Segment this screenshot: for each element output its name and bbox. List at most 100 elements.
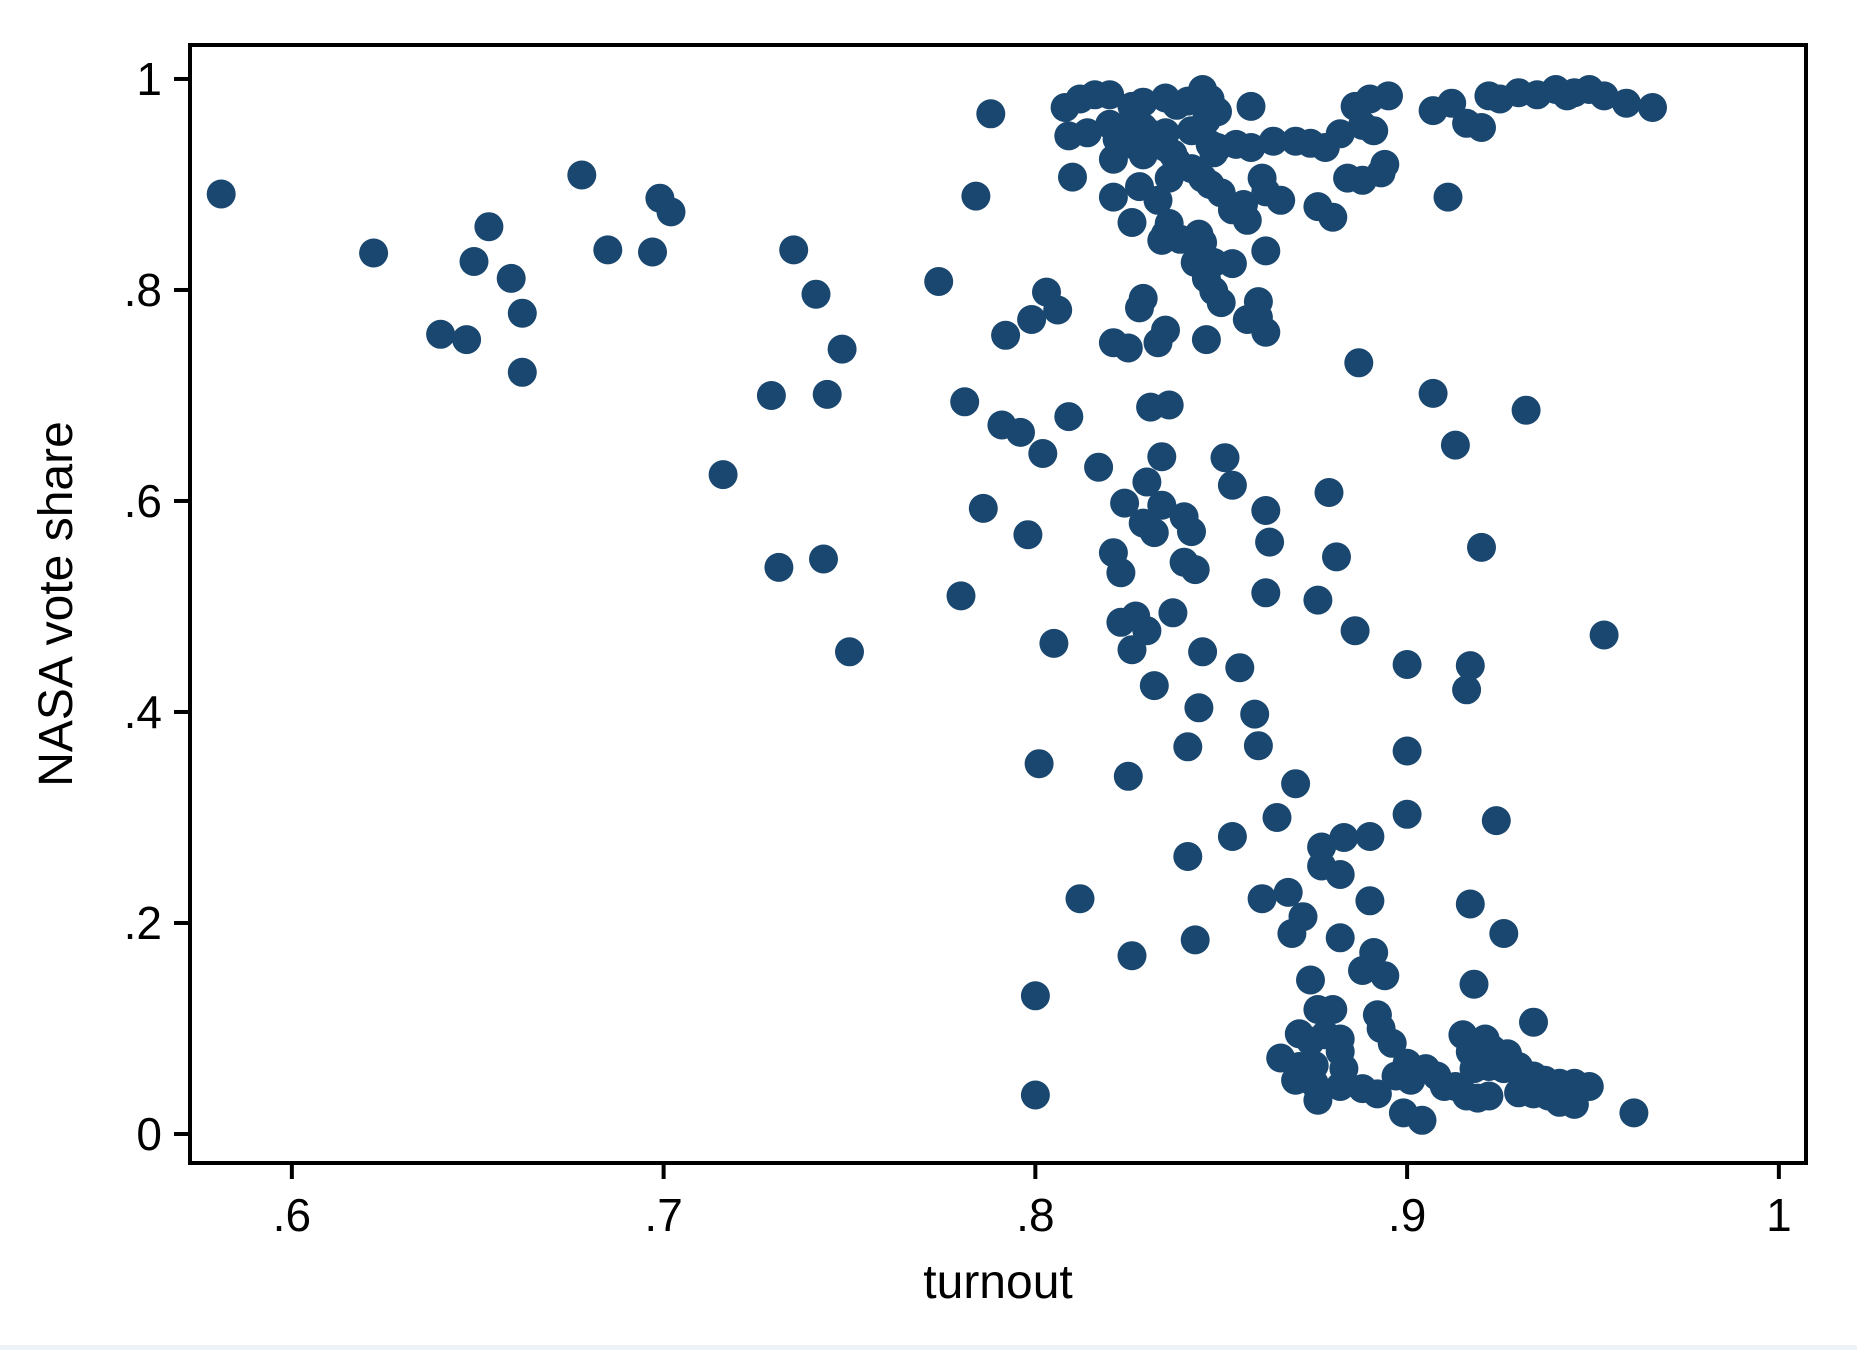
- data-point: [1489, 919, 1519, 948]
- data-point: [1322, 542, 1351, 572]
- data-point: [1028, 439, 1058, 468]
- data-point: [1251, 317, 1281, 347]
- data-point: [1589, 620, 1619, 650]
- data-point: [1117, 941, 1147, 971]
- data-point: [1374, 81, 1403, 111]
- data-point: [968, 493, 998, 523]
- data-point: [1318, 995, 1348, 1024]
- data-point: [1013, 520, 1043, 550]
- data-point: [1474, 1081, 1504, 1111]
- data-point: [1139, 671, 1169, 701]
- data-point: [1054, 402, 1084, 432]
- data-point: [1043, 295, 1073, 325]
- data-point: [1136, 392, 1166, 422]
- data-point: [1344, 348, 1374, 378]
- data-point: [1619, 1098, 1649, 1128]
- data-point: [1243, 731, 1273, 761]
- x-axis-ticks: .6 .7 .8 .9 1: [273, 1163, 1792, 1241]
- data-point: [1251, 578, 1281, 608]
- data-point: [1236, 91, 1266, 121]
- data-point: [1132, 467, 1162, 497]
- data-point: [507, 357, 537, 387]
- window-edge-strip: [0, 1345, 1857, 1350]
- data-point: [1173, 842, 1203, 871]
- x-tick-label: .9: [1388, 1189, 1426, 1241]
- data-point: [496, 263, 526, 293]
- x-tick-label: 1: [1766, 1189, 1792, 1241]
- data-point: [1433, 182, 1463, 212]
- data-point: [1589, 81, 1619, 111]
- data-point: [1143, 328, 1173, 358]
- data-point: [1303, 585, 1333, 615]
- plot-frame: [188, 43, 1808, 1165]
- data-point: [1113, 761, 1143, 791]
- data-point: [1325, 923, 1355, 953]
- data-point: [1455, 651, 1485, 681]
- scatter-points: [206, 75, 1667, 1135]
- y-axis-ticks: 0 .2 .4 .6 .8 1: [124, 53, 190, 1160]
- data-point: [1184, 693, 1214, 723]
- data-point: [1611, 88, 1641, 118]
- data-point: [1247, 884, 1277, 914]
- data-point: [1113, 333, 1143, 363]
- data-point: [976, 99, 1006, 129]
- y-tick-label: .4: [124, 686, 162, 738]
- data-point: [950, 387, 980, 417]
- data-point: [756, 381, 786, 410]
- data-point: [1251, 236, 1281, 266]
- data-point: [1281, 769, 1311, 799]
- data-point: [1559, 1089, 1589, 1119]
- data-point: [1184, 219, 1214, 249]
- data-point: [801, 279, 831, 309]
- data-point: [1504, 1078, 1534, 1108]
- data-point: [1017, 305, 1047, 334]
- data-point: [1370, 961, 1400, 991]
- data-point: [708, 460, 738, 490]
- data-point: [1440, 430, 1470, 460]
- data-point: [1225, 653, 1255, 683]
- data-point: [1177, 517, 1206, 547]
- data-point: [1191, 105, 1221, 135]
- y-tick-label: .8: [124, 264, 162, 316]
- data-point: [809, 544, 838, 574]
- data-point: [1418, 378, 1448, 408]
- data-point: [1467, 113, 1496, 142]
- data-point: [359, 238, 389, 268]
- data-point: [206, 179, 236, 209]
- data-point: [779, 235, 809, 265]
- y-axis-title: NASA vote share: [30, 421, 83, 787]
- data-point: [961, 181, 991, 211]
- data-point: [1232, 205, 1262, 235]
- x-axis-title: turnout: [923, 1256, 1072, 1309]
- y-tick-label: 1: [136, 53, 162, 105]
- data-point: [1173, 732, 1203, 762]
- data-point: [1191, 325, 1221, 355]
- data-point: [656, 197, 686, 227]
- data-point: [1325, 860, 1355, 889]
- data-point: [924, 267, 954, 296]
- data-point: [1158, 598, 1188, 628]
- data-point: [1240, 699, 1270, 729]
- data-point: [1251, 496, 1281, 525]
- data-point: [426, 319, 456, 349]
- data-point: [1392, 650, 1422, 679]
- data-point: [1084, 452, 1114, 482]
- data-point: [1467, 532, 1496, 562]
- data-point: [1180, 555, 1210, 585]
- data-point: [1262, 803, 1292, 832]
- data-point: [1355, 822, 1385, 851]
- data-point: [1139, 518, 1169, 548]
- data-point: [1340, 616, 1370, 646]
- data-point: [1020, 1080, 1050, 1110]
- data-point: [593, 235, 623, 265]
- data-point: [1459, 969, 1489, 999]
- data-point: [1128, 87, 1158, 117]
- data-point: [1020, 981, 1050, 1011]
- data-point: [1199, 248, 1229, 277]
- data-point: [1392, 736, 1422, 766]
- data-point: [1277, 919, 1307, 948]
- data-point: [1217, 470, 1247, 500]
- y-tick-label: .2: [124, 897, 162, 949]
